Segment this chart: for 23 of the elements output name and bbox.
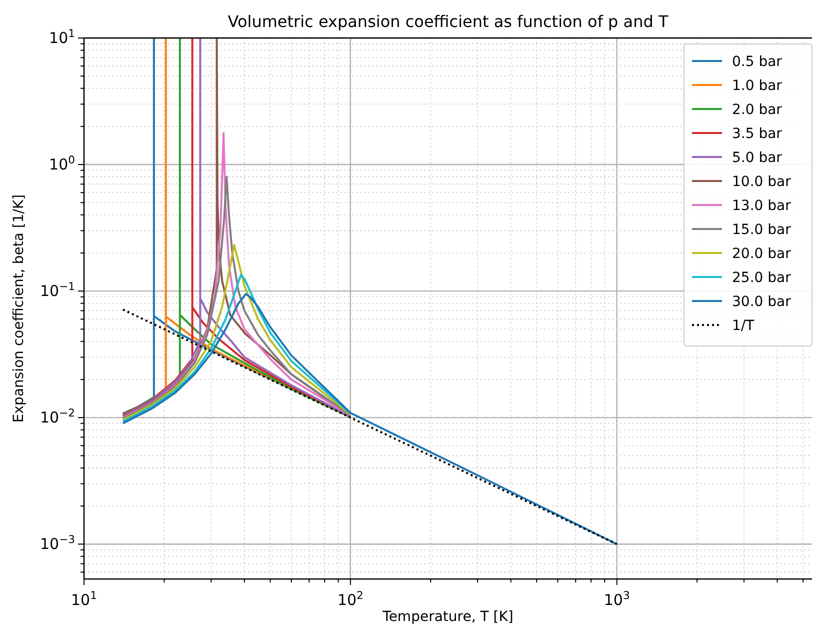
legend-label: 2.0 bar: [732, 102, 782, 118]
y-tick-label: 10$^{−3}$: [40, 532, 75, 554]
legend-label: 30.0 bar: [732, 294, 792, 310]
legend-label: 1/T: [732, 318, 755, 334]
legend-label: 10.0 bar: [732, 174, 792, 190]
legend-label: 3.5 bar: [732, 126, 782, 142]
legend-label: 1.0 bar: [732, 78, 782, 94]
x-tick-label: 10$^{3}$: [604, 588, 630, 609]
legend-label: 0.5 bar: [732, 54, 782, 70]
y-tick-label: 10$^{1}$: [49, 26, 75, 47]
legend-label: 20.0 bar: [732, 246, 792, 262]
legend-label: 15.0 bar: [732, 222, 792, 238]
y-tick-label: 10$^{0}$: [49, 153, 76, 174]
x-tick-label: 10$^{2}$: [337, 588, 364, 609]
chart-title: Volumetric expansion coefficient as function of p and T: [228, 12, 668, 31]
y-axis-title: Expansion coefficient, beta [1/K]: [11, 194, 27, 423]
x-tick-label: 10$^{1}$: [71, 588, 97, 609]
legend-label: 13.0 bar: [732, 198, 792, 214]
legend-label: 5.0 bar: [732, 150, 782, 166]
legend-label: 25.0 bar: [732, 270, 792, 286]
y-tick-label: 10$^{−2}$: [40, 406, 75, 427]
y-tick-label: 10$^{−1}$: [40, 280, 75, 300]
x-axis-title: Temperature, T [K]: [382, 609, 514, 625]
